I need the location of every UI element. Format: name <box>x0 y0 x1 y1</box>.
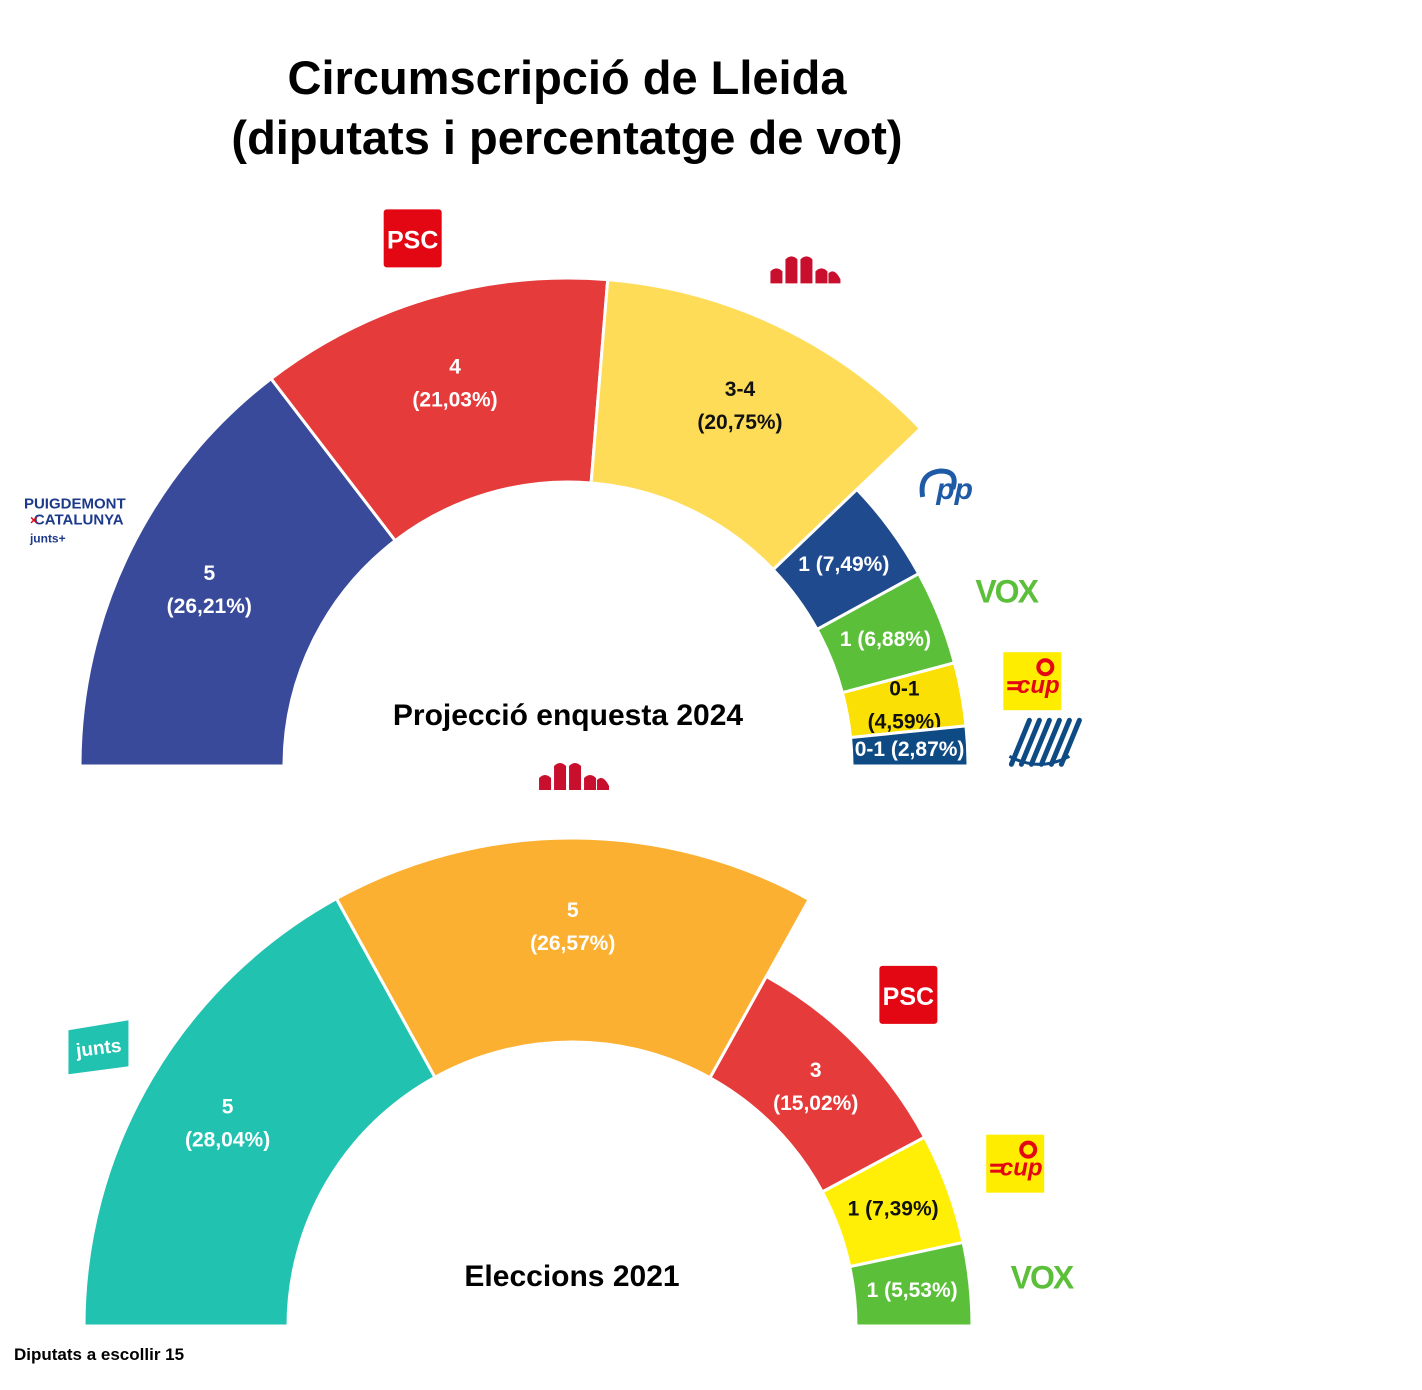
svg-text:PSC: PSC <box>387 226 438 254</box>
segment-label: 0-1 (4,59%) <box>868 678 942 734</box>
segment-label: 3 (15,02%) <box>773 1059 858 1115</box>
title-line-2: (diputats i percentatge de vot) <box>231 111 903 164</box>
logo-erc <box>770 256 841 284</box>
svg-text:VOX: VOX <box>1011 1259 1075 1295</box>
segment-comuns <box>848 724 970 768</box>
segment-label: 1 (7,49%) <box>798 553 889 576</box>
logo-erc <box>539 763 610 791</box>
segment-vox <box>847 1240 974 1328</box>
logo-psc: PSC <box>879 965 938 1024</box>
svg-text:PUIGDEMONT: PUIGDEMONT <box>24 496 126 513</box>
chart-2: 5 (28,04%) 5 (26,57%) 3 (15,02%) 1 (7,39%) 1 (5… <box>82 836 974 1328</box>
segment-label: 1 (6,88%) <box>840 628 931 651</box>
segment-junts <box>82 896 437 1328</box>
logo-junts: junts <box>68 1020 129 1075</box>
logo-comuns <box>1008 712 1082 773</box>
svg-text:CATALUNYA: CATALUNYA <box>34 512 124 529</box>
logo-cup: cup <box>1003 652 1062 711</box>
segment-label: 1 (7,39%) <box>848 1197 939 1220</box>
segment-psc <box>268 276 610 543</box>
segment-label: 4 (21,03%) <box>412 355 497 411</box>
segment-erc <box>334 836 812 1080</box>
svg-text:×: × <box>30 513 38 528</box>
title-line-1: Circumscripció de Lleida <box>287 51 847 104</box>
logo-pp: pp <box>919 468 973 506</box>
segment-label: 3-4 (20,75%) <box>697 378 782 434</box>
chart-title: Circumscripció de Lleida (diputats i per… <box>0 48 1134 168</box>
logo-psc: PSC <box>383 209 442 268</box>
svg-text:junts+: junts+ <box>29 532 66 546</box>
svg-text:pp: pp <box>935 473 973 506</box>
segment-junts-puigdemont-per-catalunya- <box>78 376 398 768</box>
logo-cup: cup <box>986 1134 1045 1193</box>
svg-text:cup: cup <box>1000 1155 1043 1182</box>
svg-text:PSC: PSC <box>883 983 934 1011</box>
logo-vox: VOX <box>975 573 1041 609</box>
svg-text:cup: cup <box>1017 672 1060 699</box>
chart-1: 5 (26,21%) 4 (21,03%) 3-4 (20,75%) 1 (7,49%) 1 … <box>78 276 970 768</box>
svg-text:VOX: VOX <box>975 573 1039 609</box>
segment-label: 5 (28,04%) <box>185 1096 270 1152</box>
logo-vox: VOX <box>1011 1259 1077 1295</box>
segment-label: 5 (26,57%) <box>530 899 615 955</box>
segment-label: 5 (26,21%) <box>167 562 252 618</box>
chart-subtitle: Projecció enquesta 2024 <box>393 699 743 732</box>
footnote: Diputats a escollir 15 <box>14 1345 185 1364</box>
segment-erc <box>589 278 923 572</box>
segment-label: 0-1 (2,87%) <box>855 738 965 761</box>
segment-label: 1 (5,53%) <box>867 1279 958 1302</box>
chart-subtitle: Eleccions 2021 <box>464 1260 679 1293</box>
